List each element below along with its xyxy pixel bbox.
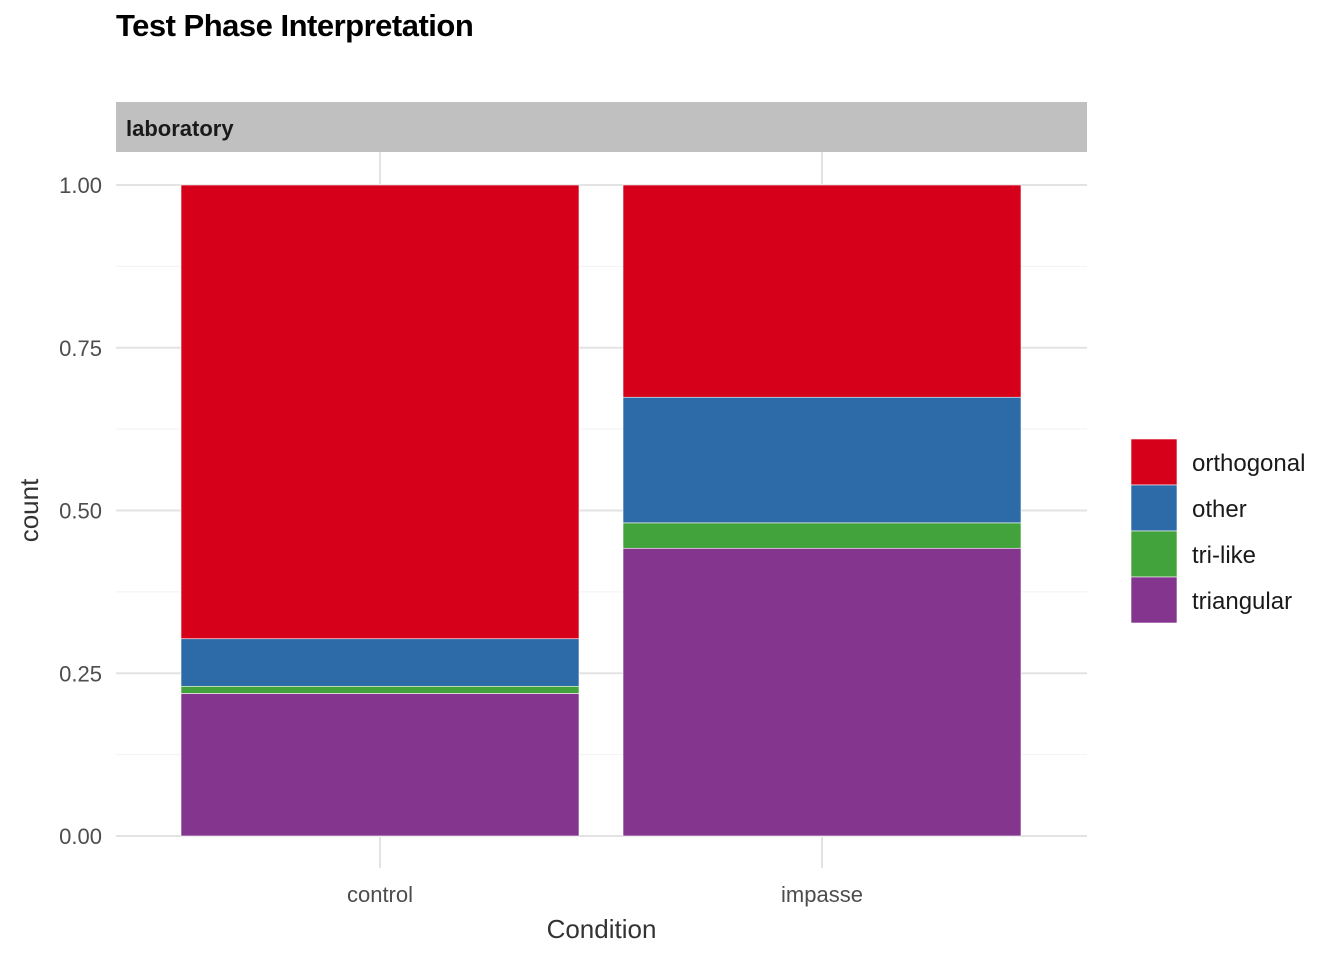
x-axis-title: Condition xyxy=(547,914,657,944)
bar-segment-impasse-tri-like xyxy=(622,522,1022,549)
legend-label: tri-like xyxy=(1192,542,1256,569)
legend-key xyxy=(1130,484,1178,532)
bar-segment-control-tri-like xyxy=(180,685,580,694)
y-tick-label: 0.50 xyxy=(59,499,102,524)
legend-label: orthogonal xyxy=(1192,450,1305,477)
facet-strip xyxy=(116,102,1087,152)
y-tick-label: 0.25 xyxy=(59,661,102,686)
y-tick-label: 1.00 xyxy=(59,173,102,198)
legend-label: other xyxy=(1192,496,1247,523)
legend-label: triangular xyxy=(1192,588,1292,615)
y-tick-label: 0.75 xyxy=(59,336,102,361)
bar-segment-impasse-triangular xyxy=(622,547,1022,837)
bar-segment-control-orthogonal xyxy=(180,184,580,640)
bar-segment-control-triangular xyxy=(180,693,580,837)
legend-key xyxy=(1130,530,1178,578)
bar-segment-control-other xyxy=(180,638,580,687)
x-tick-label: control xyxy=(347,882,413,907)
x-tick-label: impasse xyxy=(781,882,863,907)
legend-key xyxy=(1130,576,1178,624)
facet-label: laboratory xyxy=(126,116,234,141)
bar-segment-impasse-other xyxy=(622,396,1022,524)
y-axis-title: count xyxy=(14,478,44,542)
bar-segment-impasse-orthogonal xyxy=(622,184,1022,398)
y-tick-label: 0.00 xyxy=(59,824,102,849)
legend-key xyxy=(1130,438,1178,486)
chart-title: Test Phase Interpretation xyxy=(116,8,474,43)
